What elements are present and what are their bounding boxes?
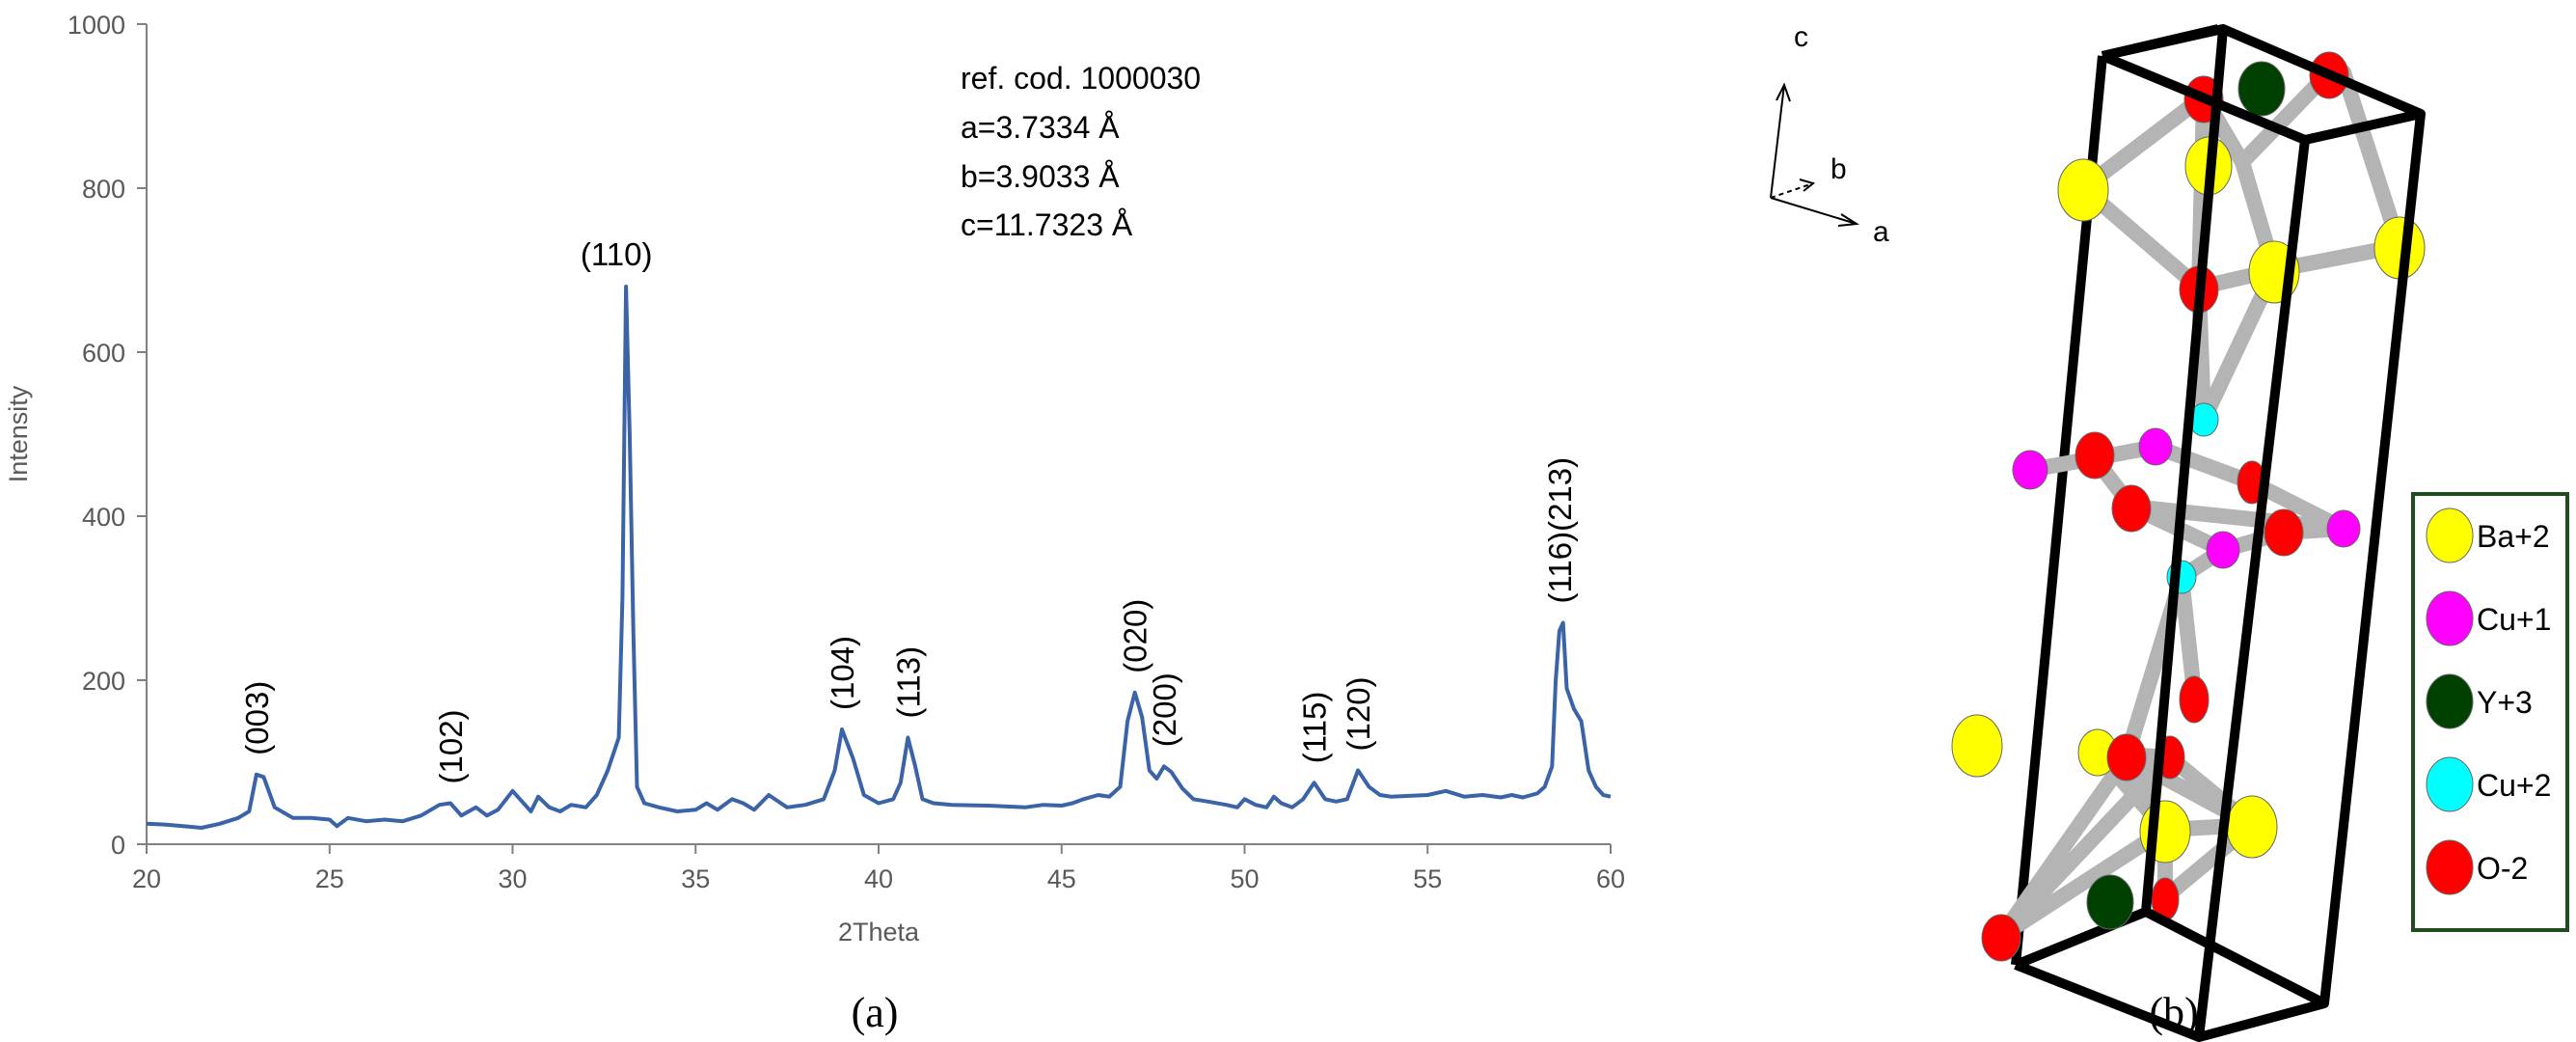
axis-label-a: a: [1873, 216, 1889, 248]
legend-item: Ba+2: [2426, 507, 2550, 563]
x-tick-label: 55: [1413, 864, 1442, 893]
peak-label: (115): [1297, 692, 1333, 764]
lattice-a: a=3.7334 Å: [961, 110, 1120, 145]
crystal-structure-illustration: c b a: [1770, 21, 2569, 1042]
legend-item: Cu+1: [2426, 590, 2551, 646]
y-tick-label: 0: [111, 831, 125, 860]
x-tick-label: 25: [315, 864, 344, 893]
x-tick-label: 35: [681, 864, 710, 893]
peak-labels: (003) (102) (110) (104) (113) (020)(200) (115)…: [239, 236, 1578, 784]
xrd-chart: 20 25 30 35 40 45 50 55 60 0 200 400 600 800 1000 (00…: [4, 11, 1625, 946]
peak-label: (110): [581, 236, 653, 272]
peak-label: (113): [890, 646, 926, 719]
legend-swatch: [2426, 507, 2474, 563]
axis-label-b: b: [1830, 153, 1847, 185]
caption-a: (a): [852, 989, 899, 1036]
x-tick-label: 30: [498, 864, 527, 893]
legend-label: Cu+2: [2477, 768, 2551, 803]
legend-label: Ba+2: [2477, 519, 2550, 554]
legend-label: O-2: [2477, 851, 2528, 886]
y-tick-label: 400: [82, 503, 125, 532]
legend-label: Cu+1: [2477, 602, 2551, 637]
legend-item: Cu+2: [2426, 756, 2551, 812]
reference-code: ref. cod. 1000030: [961, 61, 1201, 96]
peak-label: (116)(213): [1542, 457, 1578, 604]
legend-swatch: [2426, 756, 2474, 812]
y-axis-label: Intensity: [4, 385, 33, 482]
y-axis-ticks: 0 200 400 600 800 1000: [68, 11, 147, 860]
x-tick-label: 50: [1230, 864, 1259, 893]
x-axis-ticks: 20 25 30 35 40 45 50 55 60: [132, 844, 1625, 893]
crystal-axes-icon: [1770, 82, 1859, 227]
peak-label: (120): [1341, 676, 1376, 751]
peak-label: (020): [1118, 599, 1153, 673]
legend-item: O-2: [2426, 839, 2528, 895]
x-tick-label: 40: [864, 864, 893, 893]
lattice-c: c=11.7323 Å: [961, 207, 1133, 242]
legend-label: Y+3: [2477, 685, 2533, 720]
axis-label-c: c: [1794, 21, 1808, 53]
peak-label: (104): [825, 636, 860, 710]
legend-item: Y+3: [2426, 673, 2533, 729]
peak-label: (102): [433, 709, 469, 783]
unit-cell-front-edges: [2014, 24, 2426, 1042]
legend-swatch: [2426, 839, 2474, 895]
legend-swatch: [2426, 590, 2474, 646]
peak-label: (200): [1147, 672, 1182, 747]
peak-label: (003): [239, 681, 275, 755]
x-axis-label: 2Theta: [838, 918, 920, 946]
lattice-b: b=3.9033 Å: [961, 159, 1120, 194]
x-tick-label: 45: [1047, 864, 1076, 893]
y-tick-label: 600: [82, 339, 125, 368]
y-tick-label: 800: [82, 175, 125, 204]
y-tick-label: 1000: [68, 11, 125, 40]
y-tick-label: 200: [82, 667, 125, 696]
intensity-series-line: [146, 285, 1612, 830]
atom-legend: Ba+2 Cu+1 Y+3 Cu+2 O-2: [2411, 492, 2569, 932]
legend-swatch: [2426, 673, 2474, 729]
cell-parameters-annotation: ref. cod. 1000030 a=3.7334 Å b=3.9033 Å …: [961, 61, 1201, 242]
x-tick-label: 20: [132, 864, 161, 893]
x-tick-label: 60: [1596, 864, 1625, 893]
